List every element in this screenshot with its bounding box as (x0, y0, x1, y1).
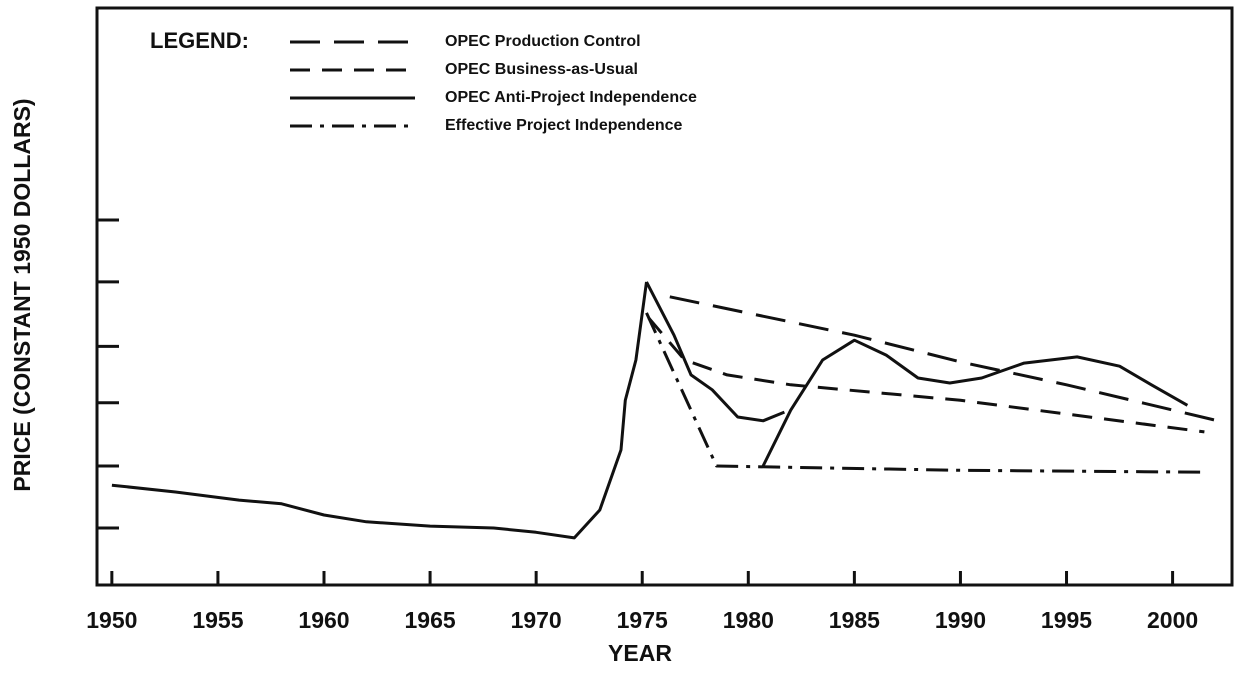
data-line (669, 295, 1216, 422)
x-axis-label: YEAR (608, 640, 672, 666)
data-line (111, 281, 648, 540)
data-line (647, 316, 1205, 434)
x-tick-label: 1990 (935, 607, 986, 633)
data-line (645, 312, 1205, 474)
x-tick-label: 1950 (86, 607, 137, 633)
legend-label: OPEC Business-as-Usual (445, 61, 638, 78)
x-tick-label: 1980 (723, 607, 774, 633)
x-tick-label: 1955 (192, 607, 243, 633)
plot-frame (95, 6, 1234, 587)
x-tick-label: 1965 (404, 607, 455, 633)
x-tick-label: 1975 (617, 607, 668, 633)
legend-label: OPEC Production Control (445, 33, 641, 50)
x-tick-label: 1995 (1041, 607, 1092, 633)
x-tick-label: 1970 (511, 607, 562, 633)
x-tick-label: 1985 (829, 607, 880, 633)
x-tick-label: 2000 (1147, 607, 1198, 633)
y-axis-label: PRICE (CONSTANT 1950 DOLLARS) (9, 98, 35, 491)
legend-title: LEGEND: (150, 28, 249, 53)
data-line (645, 281, 1189, 467)
x-tick-label: 1960 (298, 607, 349, 633)
legend-label: OPEC Anti-Project Independence (445, 89, 697, 106)
legend-label: Effective Project Independence (445, 117, 683, 134)
